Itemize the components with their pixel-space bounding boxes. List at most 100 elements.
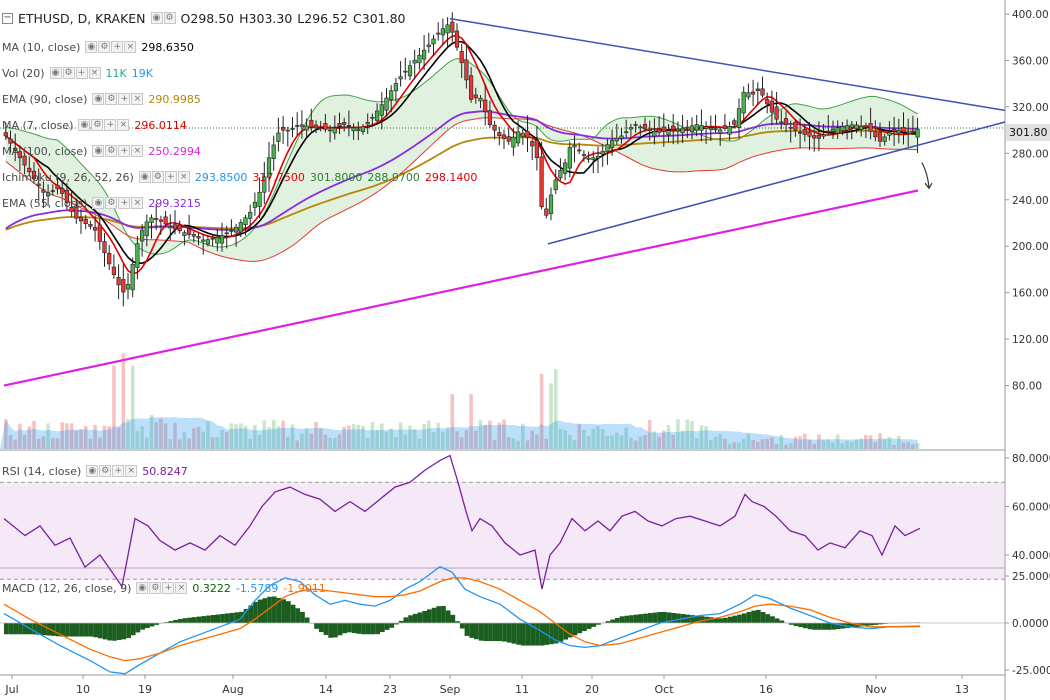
legend-macd[interactable]: MACD (12, 26, close, 9) ◉ ⚙ + × 0.3222 -1.5…: [2, 580, 326, 596]
candle-body: [642, 123, 648, 130]
candle-body: [530, 141, 535, 147]
candle: [403, 57, 408, 80]
rsi-tools[interactable]: ◉ ⚙ + ×: [86, 465, 138, 477]
candle-body: [675, 128, 680, 132]
volume-bar: [27, 426, 32, 449]
volume-bar: [774, 443, 779, 449]
volume-bar: [347, 425, 351, 449]
candle-body: [116, 277, 121, 286]
eye-icon[interactable]: ◉: [150, 12, 163, 24]
macd-histogram-bar: [135, 623, 141, 633]
candle-body: [313, 124, 319, 129]
volume-bar: [478, 420, 483, 449]
legend-rsi[interactable]: RSI (14, close) ◉ ⚙ + × 50.8247: [2, 463, 188, 479]
span-b-line: [5, 117, 918, 262]
ma7-tools[interactable]: ◉ ⚙ + ×: [78, 119, 130, 131]
macd-histogram-bar: [662, 611, 667, 623]
volume-bar: [83, 426, 88, 449]
volume-bar: [286, 436, 290, 449]
macd-histogram-bar: [262, 598, 268, 623]
macd-histogram-bar: [295, 608, 301, 623]
volume-bar: [8, 435, 13, 449]
volume-bar: [751, 439, 755, 449]
candle: [906, 118, 911, 147]
volume-bar: [356, 424, 361, 449]
settings-icon[interactable]: ⚙: [163, 12, 176, 24]
price-axis: 400.00 360.00 320.00 280.00 240.00 200.00 160.…: [1005, 9, 1049, 393]
candle: [290, 116, 295, 138]
ma10-tools[interactable]: ◉ ⚙ + ×: [85, 41, 137, 53]
candle-body: [553, 179, 558, 191]
collapse-icon[interactable]: −: [2, 11, 13, 24]
volume-bar: [375, 429, 379, 449]
ema90-tools[interactable]: ◉ ⚙ + ×: [92, 93, 144, 105]
volume-bar: [394, 436, 398, 449]
ema55-tools[interactable]: ◉ ⚙ + ×: [92, 197, 144, 209]
volume-bar: [276, 426, 281, 449]
candle: [407, 60, 413, 81]
macd-histogram-bar: [201, 616, 207, 623]
candle-body: [219, 235, 225, 244]
symbol-tools[interactable]: ◉ ⚙: [150, 12, 176, 24]
candle-body: [436, 32, 441, 35]
eye-icon: ◉: [49, 67, 62, 79]
candle: [309, 108, 314, 132]
legend-vol[interactable]: Vol (20) ◉ ⚙ + × 11K 19K: [2, 65, 153, 81]
macd-histogram-bar: [436, 606, 442, 623]
open-label: O: [180, 10, 191, 26]
candle: [464, 44, 469, 89]
candle-body: [412, 59, 417, 64]
candle: [769, 90, 774, 126]
price-tick-label: 320.00: [1012, 102, 1049, 114]
candle-body: [666, 130, 671, 136]
candle: [224, 225, 229, 249]
candle: [45, 184, 51, 206]
candle: [107, 244, 112, 270]
candle: [8, 130, 13, 153]
volume-bar: [79, 429, 83, 449]
macd-histogram-bar: [502, 623, 507, 642]
candle: [910, 115, 915, 135]
legend-ma7[interactable]: MA (7, close) ◉ ⚙ + × 296.0114: [2, 117, 187, 133]
volume-bar: [629, 437, 633, 449]
candle-body: [323, 123, 328, 130]
macd-histogram-bar: [347, 623, 352, 633]
macd-histogram-bar: [821, 623, 827, 630]
volume-bar: [328, 437, 332, 449]
legend-ichimoku[interactable]: Ichimoku (9, 26, 52, 26) ◉ ⚙ + × 293.8500 3…: [2, 169, 477, 185]
volume-bar: [586, 435, 591, 449]
macd-histogram-bar: [577, 623, 583, 634]
close-label: C: [353, 10, 362, 26]
volume-bar: [248, 438, 252, 449]
candle: [605, 138, 610, 165]
legend-ma100[interactable]: MA (100, close) ◉ ⚙ + × 250.2994: [2, 143, 201, 159]
candle-body: [750, 91, 756, 95]
volume-bar: [4, 419, 8, 449]
candle: [478, 95, 483, 109]
candle-body: [379, 104, 384, 116]
ichimoku-v5: 298.1400: [424, 170, 478, 184]
macd-histogram-bar: [65, 623, 70, 637]
add-icon: +: [112, 465, 125, 477]
legend-ema90[interactable]: EMA (90, close) ◉ ⚙ + × 290.9985: [2, 91, 201, 107]
macd-tick-label: -25.0000: [1012, 665, 1050, 677]
candle: [88, 220, 93, 230]
ma100-tools[interactable]: ◉ ⚙ + ×: [92, 145, 144, 157]
candle-body: [407, 65, 413, 77]
candle-body: [196, 236, 201, 239]
candle-body: [229, 230, 234, 232]
vol-tools[interactable]: ◉ ⚙ + ×: [49, 67, 101, 79]
legend-ma10[interactable]: MA (10, close) ◉ ⚙ + × 298.6350: [2, 39, 194, 55]
candle: [656, 116, 662, 136]
candle: [741, 86, 746, 122]
volume-bar: [497, 422, 502, 449]
ichimoku-tools[interactable]: ◉ ⚙ + ×: [138, 171, 190, 183]
candle: [64, 183, 69, 210]
candle-body: [901, 127, 906, 133]
legend-ema55[interactable]: EMA (55, close) ◉ ⚙ + × 299.3215: [2, 195, 201, 211]
candle-body: [699, 125, 704, 131]
macd-tools[interactable]: ◉ ⚙ + ×: [136, 582, 188, 594]
candle-body: [27, 167, 32, 173]
volume-bar: [318, 428, 323, 449]
